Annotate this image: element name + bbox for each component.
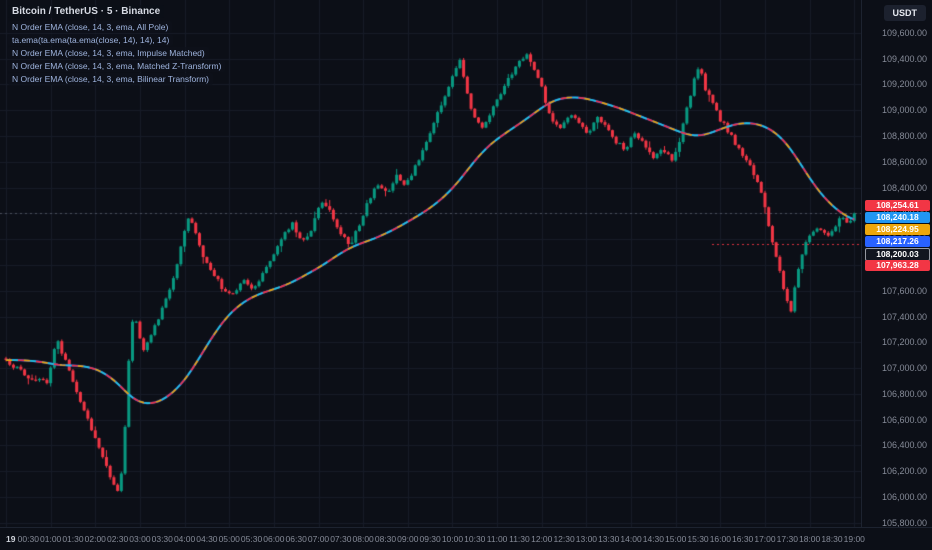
price-badge: 108,254.61 [865, 200, 930, 212]
time-axis-label: 11:30 [509, 534, 530, 544]
price-axis-label: 106,000.00 [881, 492, 927, 503]
time-axis-label: 08:00 [352, 534, 374, 544]
time-axis[interactable]: 19 00:30 01:00 01:30 02:00 02:30 03:00 03:30 04:… [0, 527, 932, 550]
symbol-title[interactable]: Bitcoin / TetherUS · 5 · Binance [8, 5, 165, 18]
price-axis-label: 108,800.00 [881, 131, 927, 142]
time-axis-label: 07:00 [307, 534, 330, 544]
time-axis-label: 13:00 [575, 534, 598, 544]
time-axis-label: 05:00 [218, 534, 240, 544]
time-axis-label: 14:30 [642, 534, 664, 544]
indicator-legend-row[interactable]: N Order EMA (close, 14, 3, ema, All Pole… [8, 21, 173, 33]
time-axis-label: 16:30 [732, 534, 754, 544]
time-axis-label: 18:00 [798, 534, 821, 544]
price-axis-label: 106,600.00 [881, 414, 927, 425]
price-axis-label: 107,000.00 [881, 363, 927, 374]
indicator-legend-list: N Order EMA (close, 14, 3, ema, All Pole… [8, 21, 226, 85]
time-axis-label: 06:00 [263, 534, 285, 544]
price-axis-label: 107,200.00 [881, 337, 927, 348]
price-axis-label: 107,600.00 [881, 285, 927, 296]
time-axis-label: 01:30 [62, 534, 84, 544]
indicator-legend-row[interactable]: ta.ema(ta.ema(ta.ema(close, 14), 14), 14… [8, 34, 174, 46]
time-axis-label: 09:30 [419, 534, 441, 544]
time-axis-label: 19:00 [843, 534, 865, 544]
time-axis-label: 15:30 [687, 534, 709, 544]
time-axis-label: 10:00 [441, 534, 464, 544]
time-axis-label: 13:30 [598, 534, 620, 544]
time-axis-label: 17:30 [776, 534, 798, 544]
time-axis-label: 17:00 [754, 534, 776, 544]
price-badge: 108,224.95 [865, 224, 930, 236]
time-axis-label: 19 [6, 534, 16, 544]
time-axis-label: 04:00 [173, 534, 196, 544]
time-axis-label: 02:30 [106, 534, 129, 544]
time-axis-label: 03:30 [151, 534, 173, 544]
price-axis-label: 109,400.00 [881, 53, 927, 64]
chart-legend: Bitcoin / TetherUS · 5 · Binance N Order… [8, 5, 226, 86]
price-axis-label: 109,600.00 [881, 27, 927, 38]
price-axis-label: 108,600.00 [881, 156, 927, 167]
time-axis-label: 01:00 [40, 534, 62, 544]
price-axis-label: 109,000.00 [881, 105, 927, 116]
price-axis-label: 107,400.00 [881, 311, 927, 322]
indicator-legend-row[interactable]: N Order EMA (close, 14, 3, ema, Impulse … [8, 47, 209, 59]
time-axis-label: 18:30 [821, 534, 843, 544]
price-badge: 108,217.26 [865, 236, 930, 248]
time-axis-label: 11:00 [486, 534, 508, 544]
price-badge: 108,240.18 [865, 212, 930, 224]
price-chart-canvas[interactable] [0, 0, 862, 528]
time-axis-label: 12:30 [553, 534, 575, 544]
time-axis-label: 08:30 [374, 534, 397, 544]
time-axis-label: 14:00 [620, 534, 642, 544]
time-axis-label: 15:00 [665, 534, 687, 544]
price-axis-label: 109,200.00 [881, 79, 927, 90]
time-axis-label: 00:30 [17, 534, 39, 544]
time-axis-label: 10:30 [464, 534, 486, 544]
time-axis-label: 16:00 [709, 534, 731, 544]
price-axis-label: 106,800.00 [881, 388, 927, 399]
price-axis-label: 105,800.00 [881, 517, 927, 528]
price-axis-label: 106,200.00 [881, 466, 927, 477]
price-axis-label: 108,400.00 [881, 182, 927, 193]
time-axis-label: 03:00 [129, 534, 151, 544]
time-axis-label: 12:00 [531, 534, 553, 544]
indicator-legend-row[interactable]: N Order EMA (close, 14, 3, ema, Bilinear… [8, 73, 213, 85]
indicator-legend-row[interactable]: N Order EMA (close, 14, 3, ema, Matched … [8, 60, 226, 72]
quote-currency-button[interactable]: USDT [883, 5, 926, 21]
price-axis-label: 106,400.00 [881, 440, 927, 451]
time-axis-label: 02:00 [84, 534, 106, 544]
price-badge: 107,963.28 [865, 260, 930, 272]
time-axis-label: 05:30 [240, 534, 263, 544]
time-axis-label: 06:30 [285, 534, 307, 544]
time-axis-label: 04:30 [196, 534, 218, 544]
time-axis-label: 09:00 [397, 534, 419, 544]
time-axis-label: 07:30 [330, 534, 352, 544]
price-axis[interactable]: 105,800.00 106,000.00 106,200.00 106,400.00… [861, 0, 932, 528]
